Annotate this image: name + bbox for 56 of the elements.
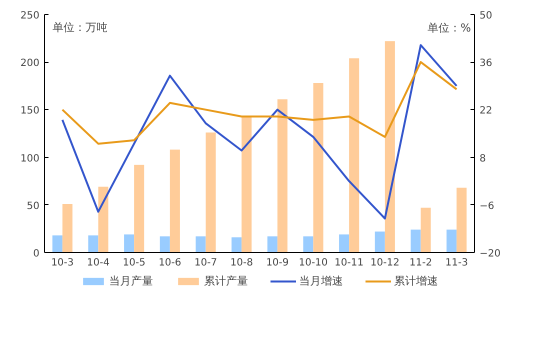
legend-label: 当月增速 [299,274,343,288]
x-tick-label: 10-3 [51,258,74,268]
x-tick-label: 10-9 [266,258,289,268]
bar [134,164,144,252]
y2-tick-label: 50 [480,10,492,22]
y2-tick-label: −6 [480,200,494,212]
bar [446,230,457,252]
x-tick-label: 11-3 [445,258,468,268]
legend-label: 累计产量 [204,274,248,288]
y-tick-label: 0 [33,248,40,260]
x-tick-label: 10-7 [194,258,218,268]
y2-tick-label: 36 [480,58,492,70]
bar [277,99,288,252]
bar [339,234,350,252]
bar [267,236,278,252]
y-tick-label: 150 [20,106,40,117]
line-series [61,44,458,220]
bar [52,235,62,252]
bar [384,41,395,252]
bar [374,232,385,252]
bar [232,237,242,252]
line-series [61,61,458,145]
legend-label: 累计增速 [394,274,438,288]
bar [124,234,134,252]
x-tick-label: 10-10 [298,258,328,268]
y2-tick-label: −20 [480,248,501,260]
bar [303,236,314,252]
y-tick-label: 100 [20,153,40,164]
bar [349,58,360,252]
bar [62,204,72,252]
y-axis-title: 单位：万吨 [52,21,108,34]
x-tick-label: 10-12 [370,258,400,268]
bar [88,235,98,252]
x-tick-label: 10-8 [230,258,253,268]
bar [313,83,324,252]
bar [196,236,206,252]
legend-label: 当月产量 [109,274,153,288]
y2-tick-label: 22 [480,106,492,117]
x-tick-label: 11-2 [409,258,432,268]
y-tick-label: 250 [20,10,40,22]
y-tick-label: 50 [26,200,40,212]
bar [242,117,252,252]
bar [420,208,431,252]
bar [98,186,108,252]
bar [456,188,467,252]
bar [160,236,170,252]
y2-tick-label: 8 [480,153,486,164]
bar [206,132,216,252]
y-tick-label: 200 [20,58,40,70]
x-tick-label: 10-6 [158,258,182,268]
x-tick-label: 10-11 [334,258,364,268]
x-tick-label: 10-5 [122,258,146,268]
bar [410,230,421,252]
bar [170,150,180,252]
x-tick-label: 10-4 [86,258,110,268]
y2-axis-title: 单位：% [427,21,471,34]
